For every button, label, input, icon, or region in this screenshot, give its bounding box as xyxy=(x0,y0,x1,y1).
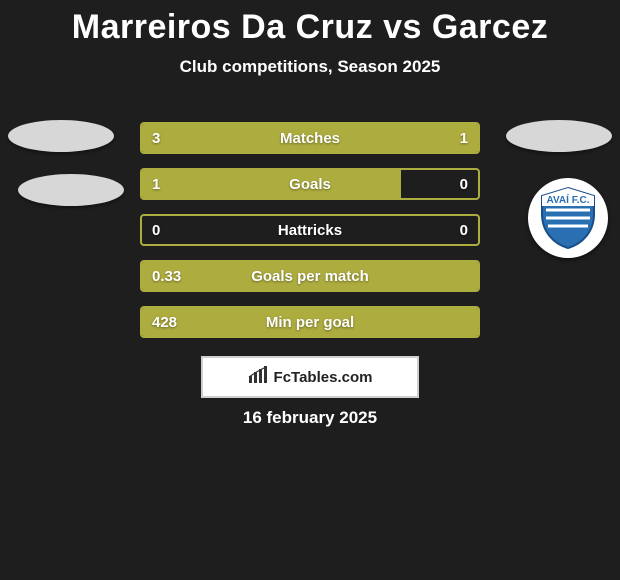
stat-label: Goals per match xyxy=(142,262,478,290)
stat-label: Matches xyxy=(142,124,478,152)
svg-text:AVAÍ F.C.: AVAÍ F.C. xyxy=(547,193,590,206)
stat-value-right: 0 xyxy=(460,170,468,198)
bar-chart-icon xyxy=(248,366,268,389)
brand-text: FcTables.com xyxy=(274,369,373,386)
brand-box: FcTables.com xyxy=(201,356,419,398)
player-photo-right xyxy=(506,120,612,152)
stat-row: 3Matches1 xyxy=(140,122,480,154)
stat-row: 428Min per goal xyxy=(140,306,480,338)
stat-label: Hattricks xyxy=(142,216,478,244)
page-title: Marreiros Da Cruz vs Garcez xyxy=(0,8,620,47)
stat-value-right: 1 xyxy=(460,124,468,152)
subtitle: Club competitions, Season 2025 xyxy=(0,57,620,77)
stat-label: Min per goal xyxy=(142,308,478,336)
stat-row: 0.33Goals per match xyxy=(140,260,480,292)
comparison-card: Marreiros Da Cruz vs Garcez Club competi… xyxy=(0,0,620,580)
stat-row: 0Hattricks0 xyxy=(140,214,480,246)
player-photo-left-1 xyxy=(18,174,124,206)
stat-rows: 3Matches11Goals00Hattricks00.33Goals per… xyxy=(140,122,480,352)
club-logo-right: AVAÍ F.C. xyxy=(528,178,608,258)
player-photo-left-0 xyxy=(8,120,114,152)
stat-label: Goals xyxy=(142,170,478,198)
date-line: 16 february 2025 xyxy=(0,408,620,428)
stat-value-right: 0 xyxy=(460,216,468,244)
stat-row: 1Goals0 xyxy=(140,168,480,200)
shield-icon: AVAÍ F.C. xyxy=(538,186,598,250)
